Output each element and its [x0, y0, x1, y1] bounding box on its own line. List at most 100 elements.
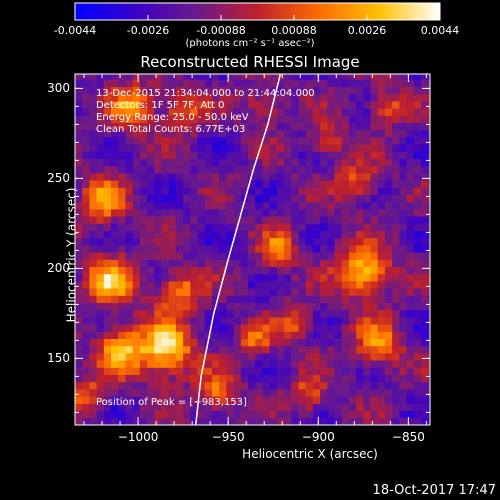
- heatmap-cell: [370, 353, 379, 361]
- heatmap-cell: [384, 144, 393, 152]
- heatmap-cell: [305, 173, 314, 181]
- heatmap-cell: [334, 101, 343, 109]
- heatmap-cell: [421, 74, 429, 80]
- heatmap-cell: [82, 129, 90, 138]
- heatmap-cell: [190, 230, 198, 239]
- heatmap-cell: [183, 410, 191, 419]
- colorbar-tick-label: 0.0026: [347, 24, 387, 37]
- heatmap-cell: [89, 345, 97, 354]
- heatmap-cell: [334, 288, 343, 296]
- heatmap-cell: [356, 374, 364, 383]
- heatmap-cell: [392, 187, 400, 195]
- heatmap-cell: [320, 86, 328, 95]
- heatmap-cell: [147, 360, 155, 368]
- heatmap-cell: [183, 252, 191, 260]
- heatmap-cell: [399, 281, 407, 289]
- heatmap-cell: [168, 281, 177, 289]
- heatmap-cell: [363, 345, 371, 354]
- heatmap-cell: [161, 410, 170, 419]
- heatmap-cell: [118, 381, 126, 390]
- heatmap-cell: [370, 122, 379, 131]
- heatmap-cell: [298, 360, 307, 368]
- heatmap-cell: [320, 115, 328, 123]
- heatmap-cell: [103, 266, 112, 275]
- heatmap-cell: [190, 410, 198, 419]
- heatmap-cell: [255, 137, 263, 145]
- heatmap-cell: [147, 389, 155, 397]
- heatmap-cell: [399, 403, 407, 411]
- heatmap-cell: [421, 151, 429, 159]
- heatmap-cell: [298, 302, 307, 311]
- heatmap-cell: [327, 281, 335, 289]
- heatmap-cell: [183, 151, 191, 159]
- heatmap-cell: [168, 360, 177, 368]
- heatmap-cell: [363, 403, 371, 411]
- heatmap-cell: [384, 201, 393, 210]
- heatmap-cell: [284, 331, 292, 339]
- heatmap-cell: [89, 403, 97, 411]
- heatmap-cell: [212, 410, 220, 419]
- heatmap-cell: [276, 93, 285, 102]
- heatmap-cell: [154, 223, 162, 231]
- heatmap-cell: [384, 288, 393, 296]
- heatmap-cell: [125, 93, 134, 102]
- x-tick-label: −950: [211, 430, 245, 444]
- heatmap-cell: [168, 137, 177, 145]
- heatmap-cell: [341, 403, 350, 411]
- heatmap-cell: [320, 266, 328, 275]
- heatmap-cell: [132, 338, 141, 347]
- heatmap-cell: [255, 345, 263, 354]
- heatmap-cell: [327, 245, 335, 253]
- heatmap-cell: [392, 259, 400, 267]
- heatmap-cell: [276, 324, 285, 332]
- heatmap-cell: [118, 302, 126, 311]
- heatmap-cell: [82, 115, 90, 123]
- heatmap-cell: [255, 201, 263, 210]
- heatmap-cell: [291, 281, 299, 289]
- heatmap-cell: [103, 295, 112, 303]
- heatmap-cell: [226, 74, 234, 80]
- heatmap-cell: [197, 151, 206, 159]
- heatmap-cell: [348, 403, 357, 411]
- heatmap-cell: [103, 144, 112, 152]
- heatmap-cell: [82, 389, 90, 397]
- heatmap-cell: [248, 187, 256, 195]
- heatmap-cell: [305, 122, 314, 131]
- heatmap-cell: [175, 245, 184, 253]
- heatmap-cell: [240, 367, 249, 375]
- heatmap-cell: [175, 324, 184, 332]
- heatmap-cell: [406, 137, 415, 145]
- heatmap-cell: [96, 338, 105, 347]
- heatmap-cell: [103, 129, 112, 138]
- heatmap-cell: [255, 158, 263, 167]
- heatmap-cell: [96, 273, 105, 282]
- heatmap-cell: [363, 324, 371, 332]
- heatmap-cell: [334, 309, 343, 318]
- heatmap-cell: [226, 374, 234, 383]
- heatmap-cell: [96, 345, 105, 354]
- heatmap-cell: [219, 223, 227, 231]
- heatmap-cell: [348, 410, 357, 419]
- heatmap-cell: [233, 360, 242, 368]
- heatmap-cell: [103, 273, 112, 282]
- heatmap-cell: [413, 273, 422, 282]
- heatmap-cell: [291, 252, 299, 260]
- heatmap-cell: [370, 223, 379, 231]
- heatmap-cell: [103, 137, 112, 145]
- heatmap-cell: [132, 115, 141, 123]
- heatmap-cell: [341, 101, 350, 109]
- heatmap-cell: [212, 194, 220, 203]
- heatmap-cell: [111, 129, 119, 138]
- heatmap-cell: [284, 288, 292, 296]
- heatmap-cell: [219, 353, 227, 361]
- heatmap-cell: [384, 86, 393, 95]
- heatmap-cell: [118, 93, 126, 102]
- heatmap-cell: [168, 194, 177, 203]
- heatmap-cell: [262, 245, 270, 253]
- heatmap-cell: [89, 302, 97, 311]
- heatmap-cell: [399, 108, 407, 116]
- heatmap-cell: [190, 108, 198, 116]
- heatmap-cell: [255, 122, 263, 131]
- heatmap-cell: [377, 324, 386, 332]
- heatmap-cell: [399, 295, 407, 303]
